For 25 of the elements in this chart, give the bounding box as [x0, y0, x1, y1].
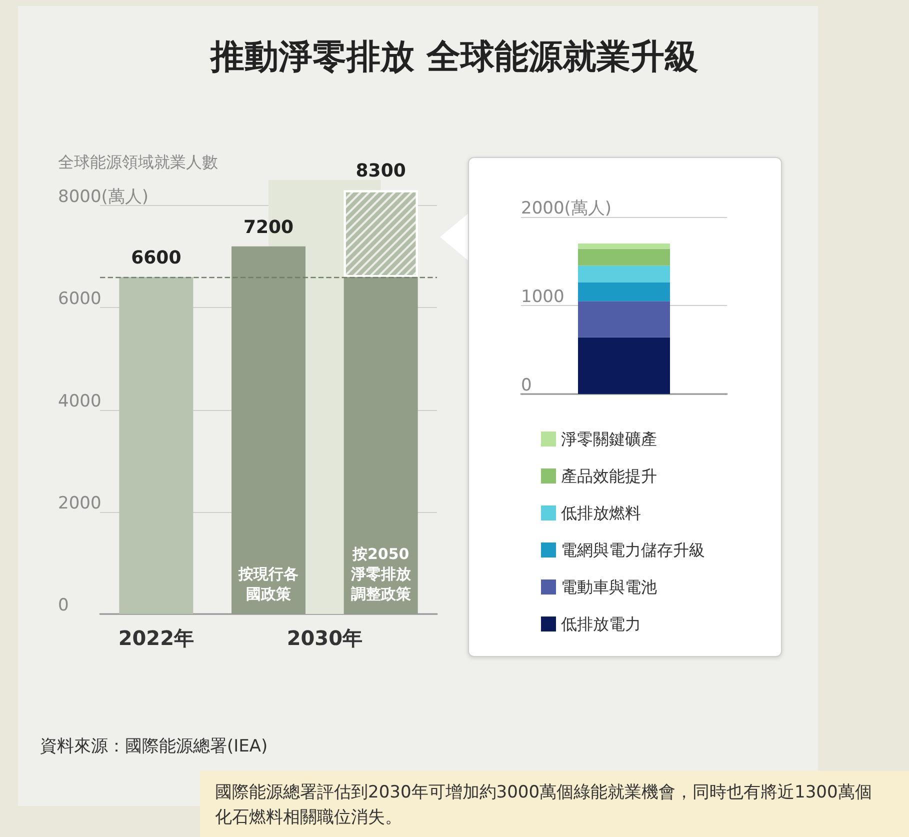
legend-label: 產品效能提升 [561, 466, 657, 486]
total-label: 6600 [131, 248, 182, 269]
y-tick-label: 8000(萬人) [58, 187, 149, 208]
y-tick-label: 0 [58, 596, 69, 616]
text: 2030年 [286, 626, 363, 650]
y-tick-label: 4000 [58, 391, 102, 412]
y-tick-label: 2000(萬人) [521, 198, 612, 218]
total-label: 8300 [356, 160, 406, 182]
y-tick-label: 1000 [521, 287, 564, 307]
legend-label: 電動車與電池 [561, 578, 657, 596]
x-tick-label: 2022年 [118, 626, 194, 650]
y-tick-label: 0 [521, 376, 532, 396]
x-tick-label: 按2050淨零排放調整政策 [350, 545, 412, 603]
legend-label: 低排放燃料 [561, 504, 641, 522]
total-label: 7200 [243, 216, 294, 238]
x-tick-label: 按現行各國政策 [238, 565, 298, 603]
y-axis-title: 全球能源領域就業人數 [58, 152, 218, 172]
legend-label: 淨零關鍵礦產 [561, 430, 657, 448]
source-note: 資料來源：國際能源總署(IEA) [40, 736, 268, 756]
legend-label: 低排放電力 [561, 614, 641, 634]
legend-label: 電網與電力儲存升級 [561, 540, 705, 560]
chart-title: 推動淨零排放 全球能源就業升級 [210, 37, 698, 77]
text: 國際能源總署評估到2030年可增加約3000萬個綠能就業機會，同時也有將近1300萬個化石燃料相關職位消失。 [215, 782, 872, 828]
y-tick-label: 2000 [58, 493, 102, 514]
y-tick-label: 6000 [58, 289, 102, 310]
